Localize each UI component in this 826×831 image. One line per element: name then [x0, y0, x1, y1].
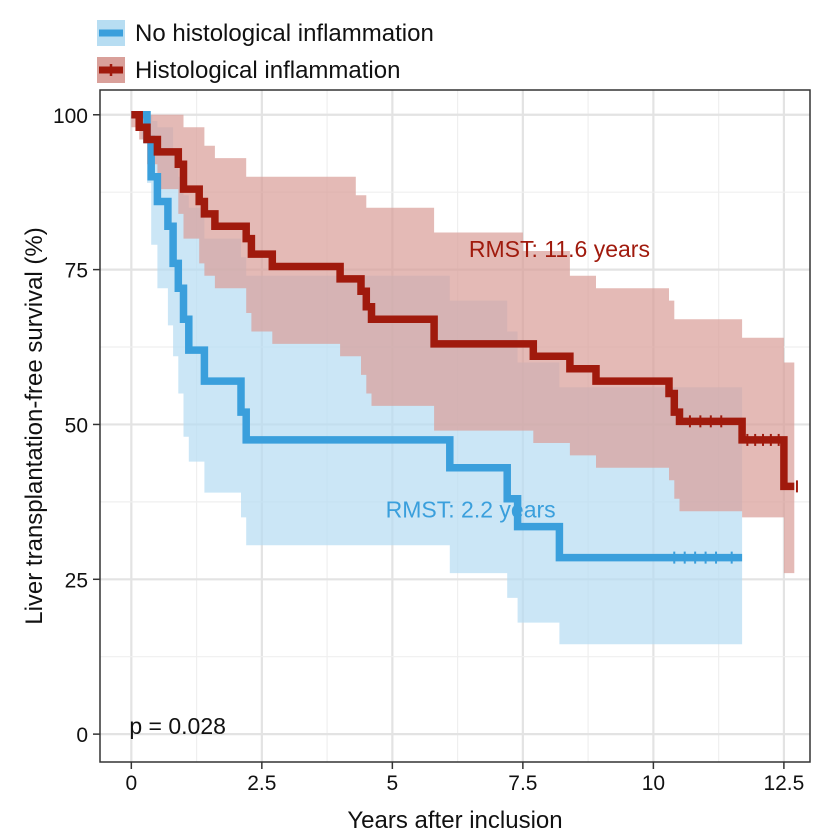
annotations: RMST: 11.6 years RMST: 2.2 years p = 0.028 — [129, 236, 650, 739]
x-tick-label-0: 0 — [125, 772, 137, 795]
y-tick-label-3: 75 — [65, 260, 88, 283]
plot-panel-border — [99, 89, 811, 763]
y-axis-title: Liver transplantation-free survival (%) — [21, 227, 48, 625]
x-tick-label-4: 10 — [642, 772, 665, 795]
survival-curve-no-inflammation — [131, 111, 743, 562]
x-tick-label-2: 5 — [387, 772, 399, 795]
x-tick-label-5: 12.5 — [763, 772, 804, 795]
annotation-rmst-no-inflammation: RMST: 2.2 years — [386, 496, 556, 522]
y-tick-label-0: 0 — [76, 724, 88, 747]
legend-label-inflammation: Histological inflammation — [135, 57, 400, 84]
legend: No histological inflammation Histologica… — [97, 20, 434, 84]
legend-item-inflammation: Histological inflammation — [97, 57, 400, 84]
y-tick-label-1: 25 — [65, 569, 88, 592]
legend-item-no-inflammation: No histological inflammation — [97, 20, 434, 47]
x-tick-label-1: 2.5 — [247, 772, 276, 795]
survival-curve-inflammation — [131, 111, 795, 491]
x-axis: 0 2.5 5 7.5 10 12.5 — [125, 762, 804, 795]
annotation-rmst-inflammation: RMST: 11.6 years — [469, 236, 650, 262]
survival-curves — [131, 111, 798, 564]
y-axis: 0 25 50 75 100 — [53, 105, 100, 747]
x-axis-title: Years after inclusion — [347, 807, 562, 831]
y-tick-label-2: 50 — [65, 414, 88, 437]
annotation-p-value: p = 0.028 — [129, 713, 226, 739]
y-tick-label-4: 100 — [53, 105, 88, 128]
x-tick-label-3: 7.5 — [508, 772, 537, 795]
legend-label-no-inflammation: No histological inflammation — [135, 20, 434, 47]
